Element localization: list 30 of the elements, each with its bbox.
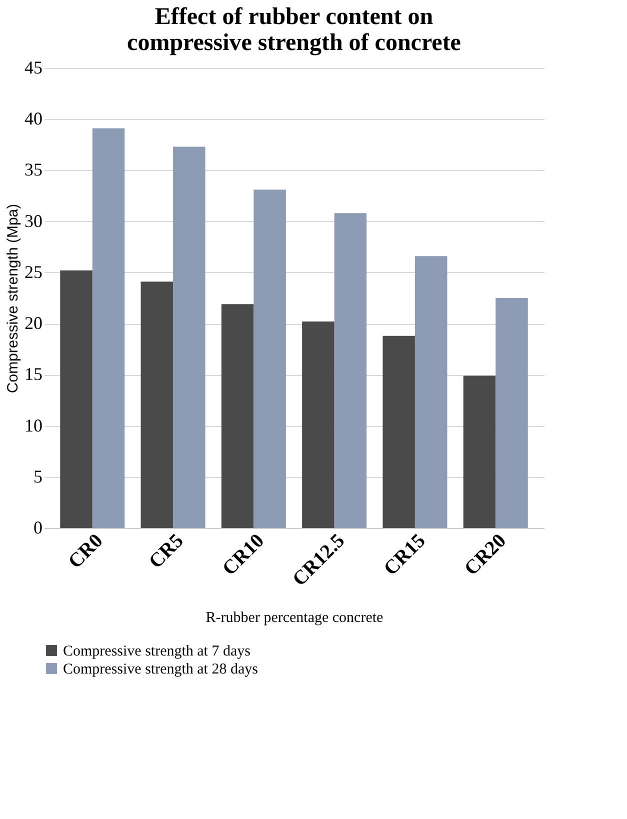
bar	[173, 146, 206, 528]
y-tick-label: 35	[24, 160, 42, 180]
y-tick-label: 25	[24, 262, 42, 282]
y-tick-label: 15	[24, 364, 42, 384]
x-axis-title: R-rubber percentage concrete	[206, 610, 384, 626]
bar	[60, 270, 92, 528]
bar	[302, 322, 334, 528]
bar	[496, 298, 528, 528]
text: compressive strength of concrete	[127, 30, 461, 56]
legend-label: Compressive strength at 7 days	[63, 644, 251, 660]
bar	[140, 282, 174, 528]
bar	[334, 213, 367, 528]
y-tick-label: 0	[34, 518, 42, 538]
bar	[382, 336, 415, 528]
y-tick-label: 40	[24, 108, 42, 129]
x-tick-label: CR5	[144, 530, 188, 573]
bar	[92, 128, 125, 528]
y-tick-label: 20	[24, 313, 42, 334]
y-tick-label: 10	[24, 415, 42, 436]
bar	[254, 190, 286, 528]
y-tick-label: 5	[34, 466, 42, 486]
y-tick-label: 45	[24, 58, 42, 78]
bar	[221, 304, 254, 528]
bar	[463, 376, 496, 528]
text: Effect of rubber content on	[154, 4, 434, 30]
legend-label: Compressive strength at 28 days	[63, 662, 258, 678]
x-tick-label: CR0	[64, 530, 108, 573]
y-axis-title: Compressive strength (Mpa)	[4, 204, 22, 394]
bar	[414, 256, 448, 528]
y-tick-label: 30	[24, 210, 42, 231]
